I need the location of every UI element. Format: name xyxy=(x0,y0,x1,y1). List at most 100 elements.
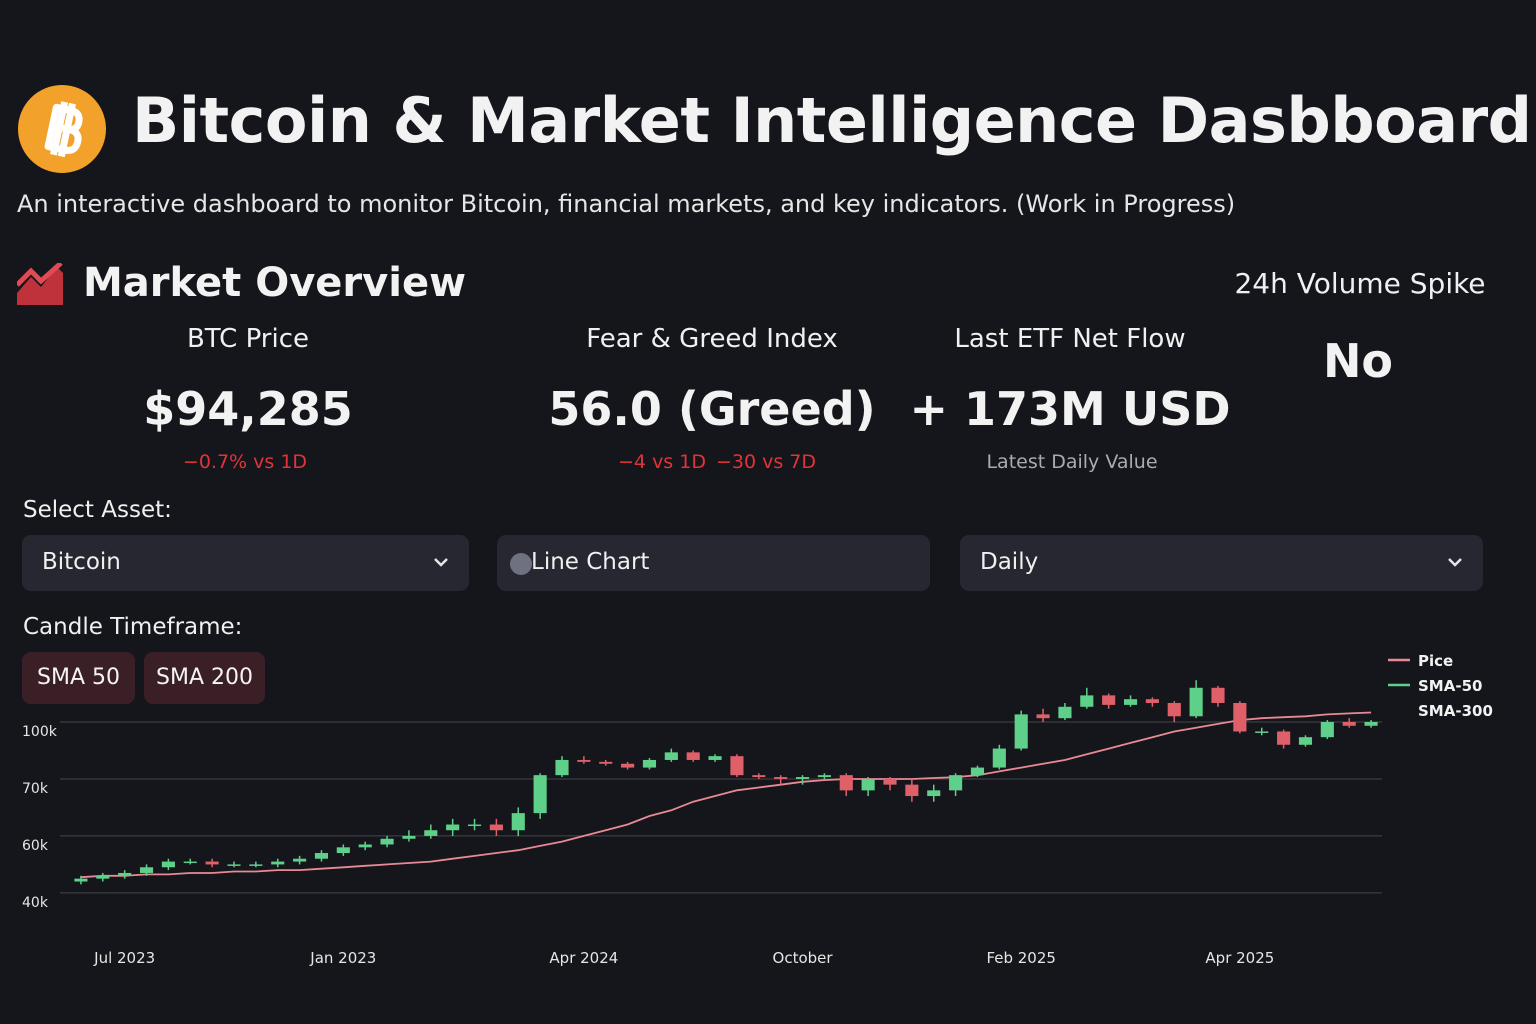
metric-value: 56.0 (Greed) xyxy=(548,382,876,436)
candle-body xyxy=(118,872,132,876)
metric-label: Last ETF Net Flow xyxy=(954,324,1186,354)
candle-body xyxy=(1058,706,1072,719)
candle-body xyxy=(664,752,678,760)
candle-body xyxy=(861,778,875,791)
candle-body xyxy=(314,853,329,859)
candle-body xyxy=(992,748,1006,768)
control-label: Select Asset: xyxy=(23,497,172,523)
candle-body xyxy=(1320,721,1334,738)
x-tick-label: Feb 2025 xyxy=(986,949,1056,967)
legend-label: SMA-300 xyxy=(1418,702,1493,720)
x-tick-label: Apr 2025 xyxy=(1205,949,1274,967)
candle-body xyxy=(424,830,438,836)
candle-body xyxy=(927,790,941,797)
metric-note: Latest Daily Value xyxy=(986,451,1158,473)
candle-body xyxy=(1342,721,1356,726)
candle-body xyxy=(96,875,110,879)
x-tick-label: October xyxy=(773,949,834,967)
candle-body xyxy=(1014,714,1028,749)
candle-body xyxy=(336,847,350,854)
candle-body xyxy=(1255,731,1269,733)
candle-body xyxy=(1036,714,1050,719)
x-tick-label: Jul 2023 xyxy=(93,949,155,967)
metric-delta: −0.7% vs 1D xyxy=(182,451,308,473)
candle-body xyxy=(730,756,744,776)
candle-body xyxy=(642,759,657,768)
candle-body xyxy=(1123,699,1138,705)
metric-label: Fear & Greed Index xyxy=(586,324,838,354)
metric-label: 24h Volume Spike xyxy=(1234,267,1486,300)
candle-body xyxy=(139,867,154,873)
candle-body xyxy=(205,861,219,865)
sma-button[interactable]: SMA 50 xyxy=(22,652,135,704)
metric-label: BTC Price xyxy=(186,324,310,354)
section-title: Market Overview xyxy=(83,260,467,306)
candle-body xyxy=(1364,721,1378,726)
candle-body xyxy=(577,759,591,762)
chart-type-toggle[interactable]: Line Chart xyxy=(497,535,930,591)
metric-delta: −30 vs 7D xyxy=(715,451,817,473)
interval-select[interactable]: Daily xyxy=(960,535,1483,591)
metric-delta: −4 vs 1D xyxy=(618,451,706,473)
y-tick-label: 60k xyxy=(22,838,49,854)
candle-body xyxy=(489,824,503,831)
candle-body xyxy=(249,864,263,866)
candle-body xyxy=(555,759,569,776)
bitcoin-logo xyxy=(18,85,106,173)
candle-body xyxy=(1211,687,1225,703)
candle-body xyxy=(183,861,197,864)
chevron xyxy=(1448,558,1462,567)
candle-body xyxy=(358,844,372,848)
candle-body xyxy=(1233,702,1247,732)
candle-body xyxy=(161,861,175,868)
candle-body xyxy=(1167,702,1181,717)
asset-select[interactable]: Bitcoin xyxy=(22,535,469,591)
candle-body xyxy=(227,864,241,866)
select-value: Daily xyxy=(980,549,1039,575)
page-subtitle: An interactive dashboard to monitor Bitc… xyxy=(17,190,1236,218)
legend-label: Pice xyxy=(1418,652,1453,670)
candle-body xyxy=(446,824,460,831)
candle-body xyxy=(817,775,831,778)
candle-body xyxy=(533,775,547,814)
toggle-knob xyxy=(510,553,532,575)
chevron xyxy=(434,558,448,567)
sma-button[interactable]: SMA 200 xyxy=(144,652,265,704)
page-title: Bitcoin & Market Intelligence Dasbboard xyxy=(132,84,1532,157)
candle-body xyxy=(1298,737,1313,745)
candle-body xyxy=(686,752,700,760)
candle-body xyxy=(380,838,394,845)
candle-body xyxy=(1189,687,1203,717)
candle-body xyxy=(74,878,88,882)
legend-label: SMA-50 xyxy=(1418,677,1482,695)
candle-body xyxy=(1277,731,1291,745)
candle-body xyxy=(293,858,307,862)
candle-body xyxy=(774,777,788,779)
candle-body xyxy=(621,763,635,768)
x-tick-label: Jan 2023 xyxy=(309,949,376,967)
price-line xyxy=(80,711,1372,879)
metric-value: + 173M USD xyxy=(909,382,1231,436)
candle-body xyxy=(795,777,810,779)
candle-body xyxy=(467,824,482,827)
y-tick-label: 40k xyxy=(22,895,49,911)
candle-body xyxy=(752,775,766,778)
y-tick-label: 100k xyxy=(22,724,58,740)
candle-body xyxy=(970,767,985,776)
y-tick-label: 70k xyxy=(22,781,49,797)
candle-body xyxy=(949,775,963,791)
candle-body xyxy=(883,778,897,785)
candle-body xyxy=(839,775,853,791)
candle-body xyxy=(708,756,722,760)
candle-body xyxy=(271,861,285,865)
candle-body xyxy=(905,784,919,797)
select-value: Bitcoin xyxy=(42,549,121,575)
toggle-label: Line Chart xyxy=(531,549,650,575)
candle-body xyxy=(1102,695,1116,705)
control-label: Candle Timeframe: xyxy=(23,614,243,640)
candle-body xyxy=(599,761,613,764)
candle-body xyxy=(1080,695,1094,707)
candle-body xyxy=(1145,699,1159,703)
